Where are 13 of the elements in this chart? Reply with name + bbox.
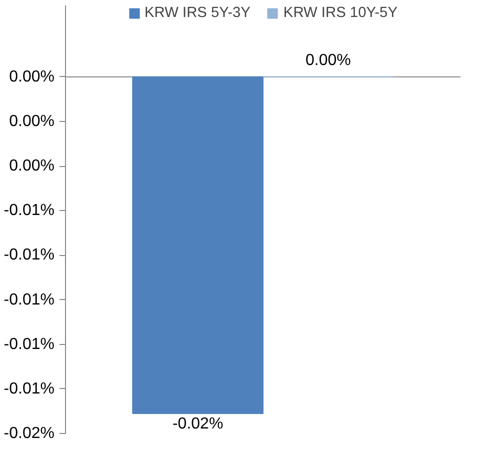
y-tick-label: 0.00%	[9, 158, 55, 174]
legend-label: KRW IRS 10Y-5Y	[283, 5, 398, 21]
y-tick-label: -0.01%	[4, 202, 55, 220]
data-label: -0.02%	[172, 415, 224, 432]
y-tick-label: -0.01%	[4, 380, 55, 398]
legend-label: KRW IRS 5Y-3Y	[144, 5, 250, 21]
y-tick-label: -0.01%	[4, 291, 55, 308]
y-tick-label: -0.01%	[4, 336, 55, 353]
y-tick-label: 0.00%	[9, 112, 55, 130]
y-tick-label: -0.01%	[4, 246, 55, 264]
data-label: 0.00%	[305, 52, 351, 69]
y-tick-label: -0.02%	[4, 425, 55, 442]
y-tick-label: 0.00%	[9, 68, 55, 86]
